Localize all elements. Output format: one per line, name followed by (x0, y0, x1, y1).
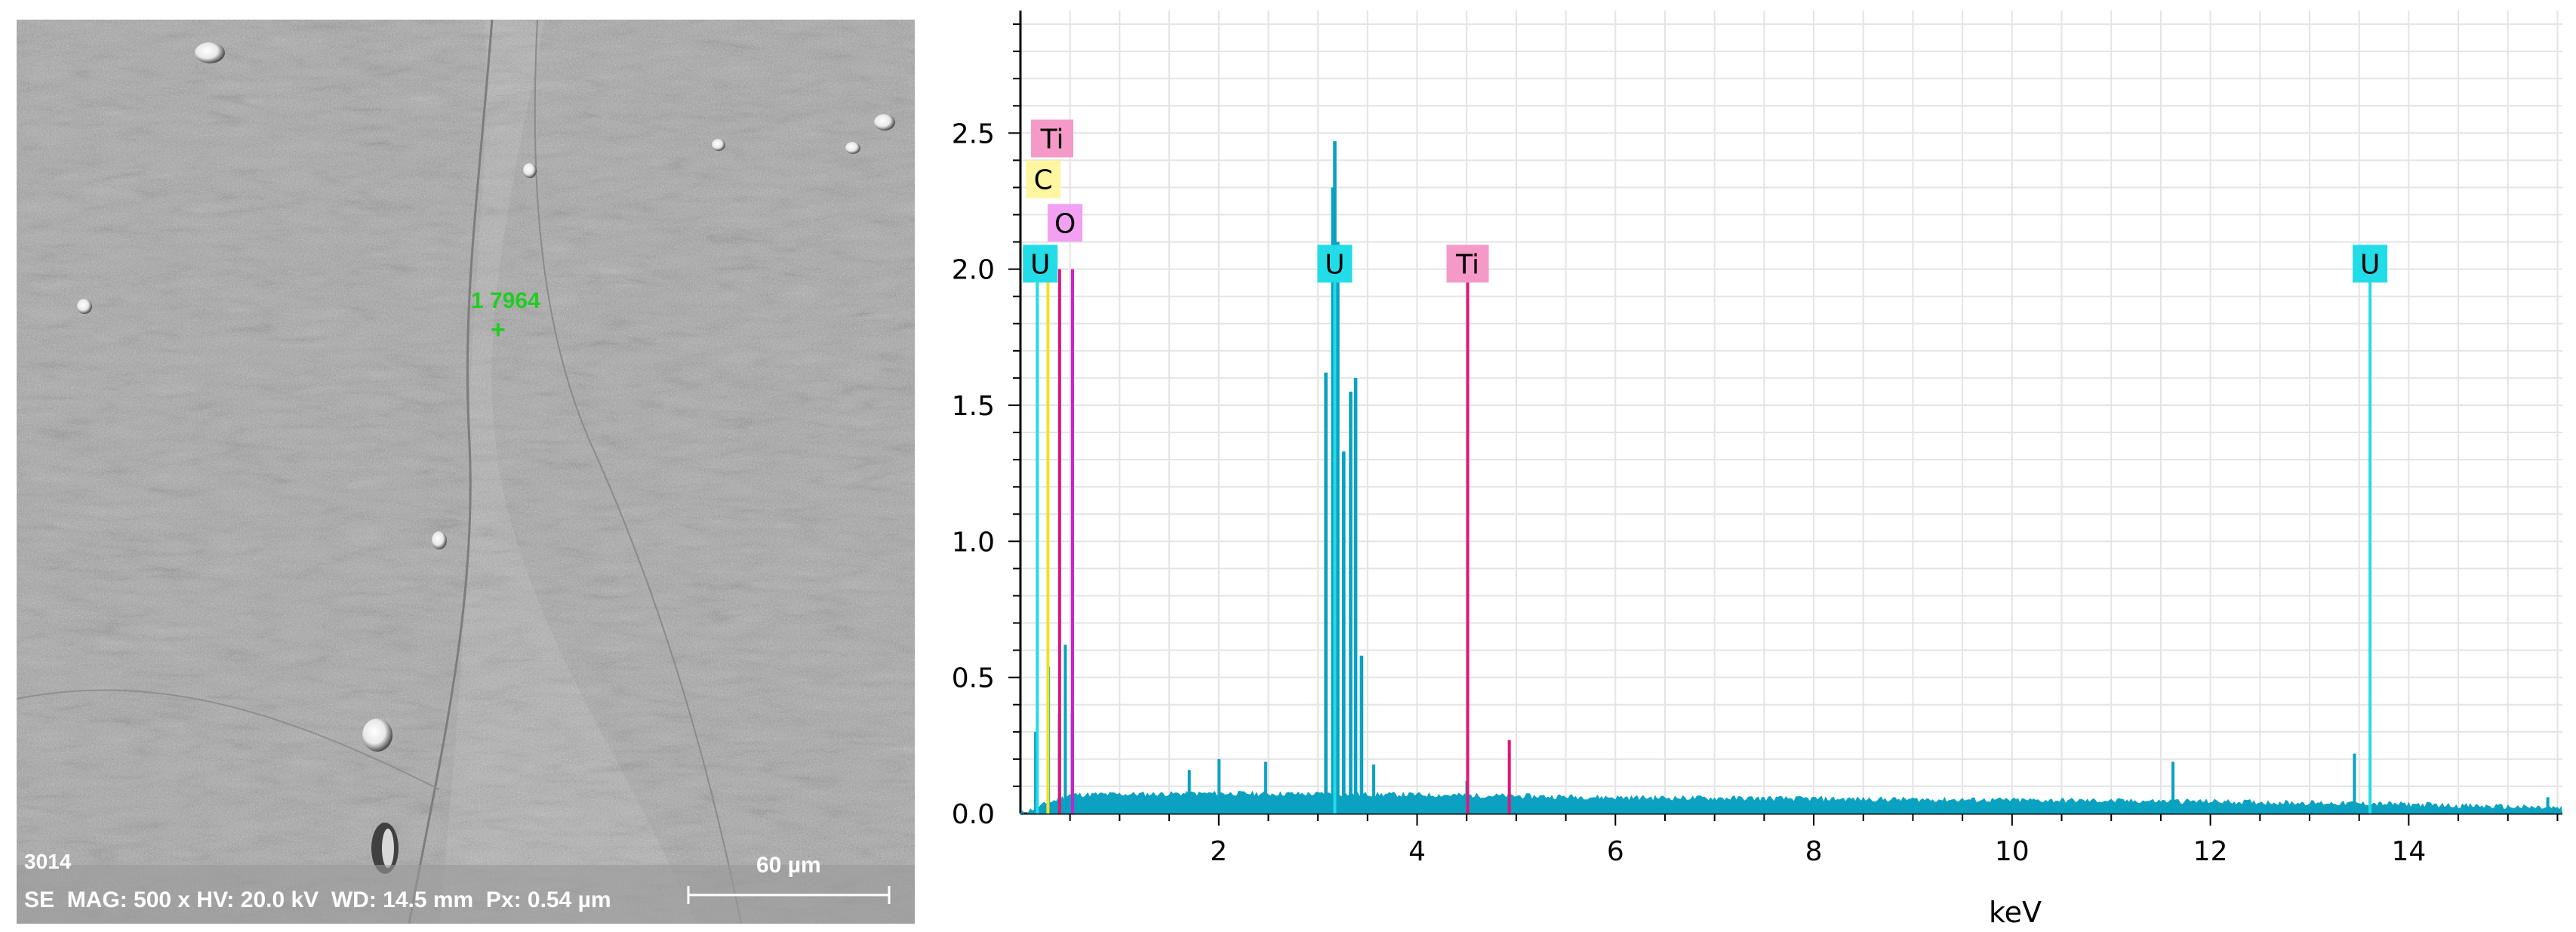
particle (77, 299, 92, 314)
element-label-text: Ti (1455, 249, 1479, 280)
analysis-point-marker: + (491, 315, 506, 344)
y-tick-label: 1.5 (952, 391, 995, 422)
particle (712, 139, 725, 151)
y-tick-label: 1.0 (952, 527, 995, 558)
element-label-box (1317, 245, 1353, 283)
element-label-box (1048, 204, 1083, 242)
spectrum-peak (1063, 644, 1067, 814)
spectrum-peak (1349, 391, 1353, 814)
scale-bar-label: 60 µm (756, 853, 821, 878)
particle (432, 531, 447, 549)
particle (874, 114, 895, 131)
spectrum-peak (1331, 187, 1335, 814)
spectrum-peak (1263, 761, 1267, 814)
spectrum-peak (1217, 758, 1221, 814)
element-label-box (1023, 245, 1058, 283)
spectrum-peak (1353, 377, 1358, 814)
x-tick-label: 10 (1995, 836, 2030, 867)
element-label-text: U (1325, 249, 1344, 280)
sem-surface (17, 20, 915, 924)
particle (195, 42, 225, 63)
particle (845, 142, 860, 154)
spectrum-peak (1187, 770, 1191, 814)
y-tick-label: 2.0 (952, 255, 995, 286)
element-label-text: C (1034, 165, 1053, 196)
x-tick-label: 12 (2193, 836, 2228, 867)
chart-grid (1020, 11, 2562, 814)
spectrum-peak (1372, 764, 1376, 814)
analysis-point-label: 1 7964 (471, 288, 540, 313)
element-label-text: Ti (1040, 125, 1064, 155)
particle (362, 718, 392, 752)
spectrum-peak (1324, 372, 1328, 814)
sem-info-bar: SE MAG: 500 x HV: 20.0 kV WD: 14.5 mm Px… (24, 887, 611, 912)
grain-boundary (408, 20, 494, 924)
element-label-text: O (1054, 208, 1076, 239)
x-tick-label: 2 (1210, 836, 1227, 867)
spectrum-peak (1034, 731, 1038, 814)
grain-boundary (17, 689, 440, 790)
element-label-text: U (1030, 249, 1050, 280)
spectrum-peak (1342, 451, 1346, 814)
element-label-box (2353, 245, 2388, 283)
element-markers (1036, 269, 2372, 814)
element-label-text: U (2360, 249, 2380, 280)
y-tick-label: 0.0 (952, 799, 995, 830)
sem-micrograph: 1 7964 + 3014 60 µm SE MAG: 500 x HV: 20… (17, 20, 915, 924)
y-tick-label: 0.5 (952, 663, 995, 694)
x-tick-label: 14 (2391, 836, 2426, 867)
spectrum-peak (1336, 241, 1340, 814)
spectrum-peak (1359, 655, 1364, 814)
y-tick-label: 2.5 (952, 118, 995, 149)
x-tick-label: 8 (1805, 836, 1823, 867)
element-label-box (1446, 245, 1489, 283)
x-axis-label: keV (1989, 896, 2042, 929)
element-label-box (1026, 160, 1061, 198)
particle (523, 163, 537, 178)
spectrum-peak (2353, 753, 2356, 814)
spectrum-continuum (1020, 790, 2562, 814)
x-tick-label: 6 (1607, 836, 1624, 867)
tick-labels: 2 4 6 8 10 12 14 0.0 0.5 1.0 1.5 2.0 2.5 (952, 118, 2427, 867)
x-tick-label: 4 (1408, 836, 1426, 867)
particle (382, 829, 394, 868)
image-number: 3014 (24, 850, 72, 873)
spectrum-peak (2546, 797, 2550, 814)
spectrum-peak (2171, 761, 2175, 814)
element-label-box (1031, 119, 1074, 158)
